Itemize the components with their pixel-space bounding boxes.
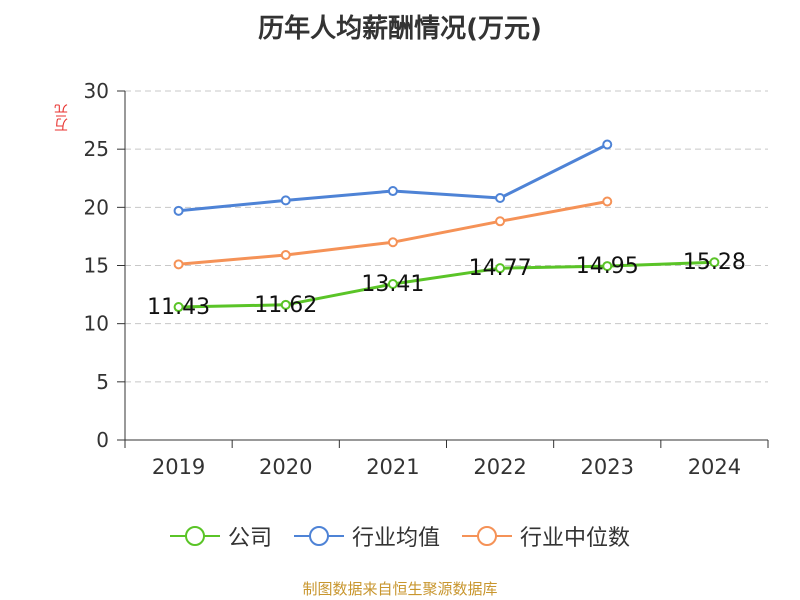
data-label-2022: 14.77 <box>469 256 532 281</box>
series-1-point-2022[interactable] <box>495 193 506 204</box>
series-2-point-2021[interactable] <box>387 237 398 248</box>
x-tick-label-2019: 2019 <box>152 455 205 479</box>
legend-label-industry-median: 行业中位数 <box>520 526 631 551</box>
x-tick-label-2022: 2022 <box>473 455 526 479</box>
series-0-point-2020[interactable] <box>280 299 291 310</box>
chart-title: 历年人均薪酬情况(万元) <box>258 14 542 44</box>
series-2-point-2022[interactable] <box>495 216 506 227</box>
series-1-point-2019[interactable] <box>173 205 184 216</box>
series-line-2 <box>178 200 608 266</box>
series-1-point-2021[interactable] <box>387 186 398 197</box>
series-0-point-2022[interactable] <box>495 263 506 274</box>
x-tick-label-2024: 2024 <box>688 455 741 479</box>
series-2-point-2020[interactable] <box>280 250 291 261</box>
series-0-point-2024[interactable] <box>709 257 720 268</box>
series-1-point-2023[interactable] <box>602 139 613 150</box>
series-1-point-2020[interactable] <box>280 195 291 206</box>
series-0-point-2021[interactable] <box>387 278 398 289</box>
legend-swatch-company <box>169 526 220 546</box>
legend-label-company: 公司 <box>227 526 272 551</box>
y-tick-label-10: 10 <box>84 312 109 336</box>
x-tick-label-2023: 2023 <box>581 455 634 479</box>
y-tick-label-15: 15 <box>84 254 109 278</box>
y-tick-label-25: 25 <box>84 137 109 161</box>
data-label-2024: 15.28 <box>683 250 746 275</box>
y-tick-label-5: 5 <box>96 370 109 394</box>
data-labels: 11.43 11.62 13.41 14.77 14.95 15.28 <box>147 250 746 320</box>
x-tick-label-2020: 2020 <box>259 455 312 479</box>
gridlines <box>125 90 768 383</box>
legend-item-company[interactable]: 公司 <box>169 520 272 552</box>
legend-item-industry-mean[interactable]: 行业均值 <box>293 520 440 552</box>
data-label-2021: 13.41 <box>361 272 424 297</box>
axes: 0 5 10 15 20 25 30 2019 2020 2021 2022 2023 2024 <box>84 79 769 479</box>
data-label-2019: 11.43 <box>147 295 210 320</box>
series-2-point-2023[interactable] <box>602 196 613 207</box>
data-label-2020: 11.62 <box>254 293 317 318</box>
series-line-1 <box>178 143 608 213</box>
series-0-point-2023[interactable] <box>602 261 613 272</box>
y-tick-label-0: 0 <box>96 428 109 452</box>
series-0-point-2019[interactable] <box>173 302 184 313</box>
series-line-0 <box>178 260 715 309</box>
data-source-note: 制图数据来自恒生聚源数据库 <box>302 580 498 598</box>
legend: 公司 行业均值 行业中位数 <box>0 520 800 552</box>
legend-swatch-industry-mean <box>293 526 344 546</box>
y-tick-label-20: 20 <box>84 195 109 219</box>
legend-label-industry-mean: 行业均值 <box>351 526 440 551</box>
series-lines <box>173 139 720 313</box>
data-label-2023: 14.95 <box>576 254 639 279</box>
legend-item-industry-median[interactable]: 行业中位数 <box>462 520 630 552</box>
legend-swatch-industry-median <box>462 526 512 546</box>
x-tick-label-2021: 2021 <box>366 455 419 479</box>
series-2-point-2019[interactable] <box>173 259 184 270</box>
y-tick-label-30: 30 <box>84 79 109 103</box>
